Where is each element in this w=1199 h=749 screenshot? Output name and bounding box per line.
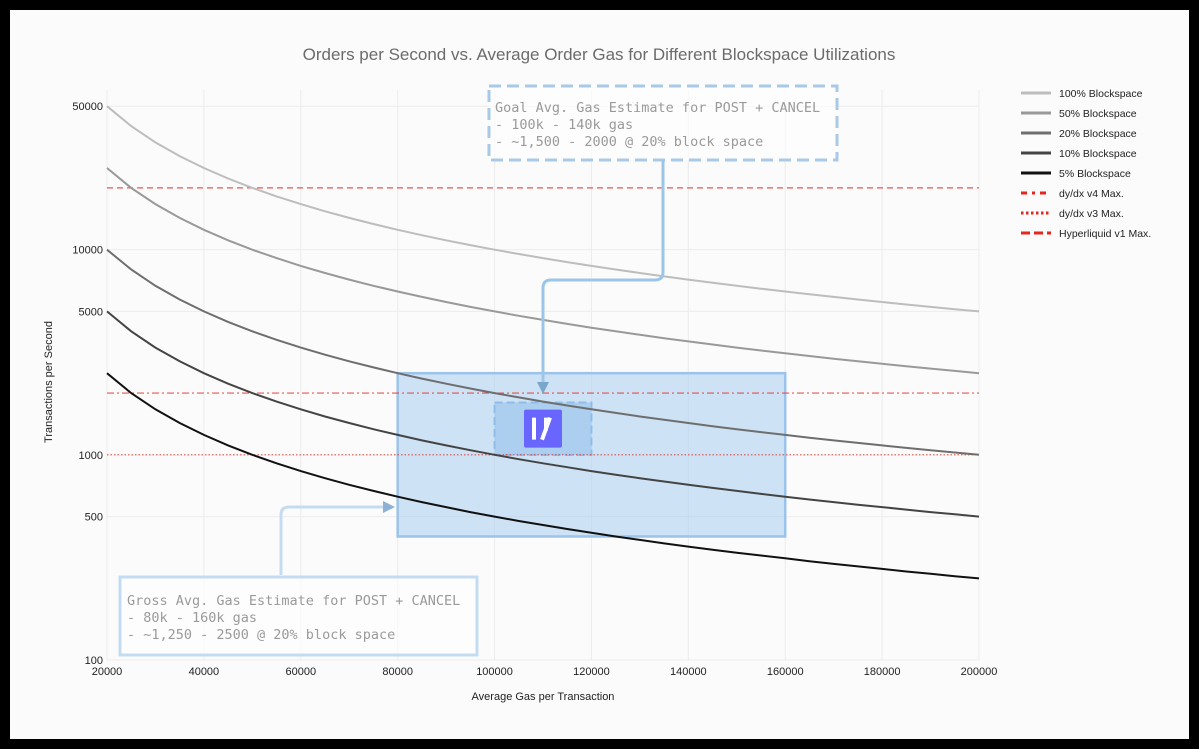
y-tick-label: 5000 xyxy=(79,306,103,318)
x-tick-label: 160000 xyxy=(767,666,804,678)
goal-arrow xyxy=(541,160,665,382)
legend-label: 5% Blockspace xyxy=(1059,168,1131,180)
goal-annotation-text: Goal Avg. Gas Estimate for POST + CANCEL xyxy=(495,100,820,116)
gross-annotation-text: Gross Avg. Gas Estimate for POST + CANCE… xyxy=(127,593,460,609)
series-line xyxy=(106,105,980,313)
legend: 100% Blockspace 50% Blockspace 20% Blocksp… xyxy=(1021,88,1151,240)
legend-label: dy/dx v3 Max. xyxy=(1059,208,1124,220)
x-tick-label: 40000 xyxy=(189,666,220,678)
x-tick-label: 80000 xyxy=(382,666,413,678)
chart-frame: Orders per Second vs. Average Order Gas … xyxy=(10,10,1189,739)
legend-label: 100% Blockspace xyxy=(1059,88,1143,100)
annotations: Goal Avg. Gas Estimate for POST + CANCEL… xyxy=(118,84,839,657)
legend-label: dy/dx v4 Max. xyxy=(1059,188,1124,200)
logo-background xyxy=(524,409,562,448)
legend-label: 20% Blockspace xyxy=(1059,128,1137,140)
legend-label: Hyperliquid v1 Max. xyxy=(1059,228,1151,240)
y-tick-label: 100 xyxy=(85,655,103,667)
gross-annotation-text: - 80k - 160k gas xyxy=(127,610,257,626)
gross-arrowhead xyxy=(383,501,395,513)
x-tick-label: 20000 xyxy=(92,666,123,678)
logo-mark xyxy=(532,416,552,441)
legend-label: 50% Blockspace xyxy=(1059,108,1137,120)
gross-arrow xyxy=(279,505,383,575)
x-tick-label: 120000 xyxy=(573,666,610,678)
y-tick-label: 10000 xyxy=(72,245,103,257)
x-tick-label: 180000 xyxy=(864,666,901,678)
series-line xyxy=(106,248,980,456)
legend-label: 10% Blockspace xyxy=(1059,148,1137,160)
y-tick-label: 500 xyxy=(85,512,103,524)
goal-annotation-text: - 100k - 140k gas xyxy=(495,117,633,133)
y-tick-label: 50000 xyxy=(72,101,103,113)
y-axis-label: Transactions per Second xyxy=(43,321,55,443)
x-tick-label: 60000 xyxy=(285,666,316,678)
x-tick-label: 200000 xyxy=(961,666,998,678)
series-line xyxy=(106,372,980,580)
chart-title: Orders per Second vs. Average Order Gas … xyxy=(303,45,896,64)
gross-annotation-box xyxy=(118,575,479,657)
chart: Orders per Second vs. Average Order Gas … xyxy=(43,45,1151,703)
axes: 20000 40000 60000 80000 100000 120000 140000 16… xyxy=(72,101,997,678)
y-tick-label: 1000 xyxy=(79,450,103,462)
goal-annotation-text: - ~1,500 - 2000 @ 20% block space xyxy=(495,134,763,150)
series-line xyxy=(106,310,980,518)
dydx-logo-icon xyxy=(524,409,562,448)
goal-arrowhead xyxy=(537,382,549,394)
x-tick-label: 100000 xyxy=(476,666,513,678)
x-axis-label: Average Gas per Transaction xyxy=(472,691,615,703)
x-tick-label: 140000 xyxy=(670,666,707,678)
gross-annotation-text: - ~1,250 - 2500 @ 20% block space xyxy=(127,627,395,643)
